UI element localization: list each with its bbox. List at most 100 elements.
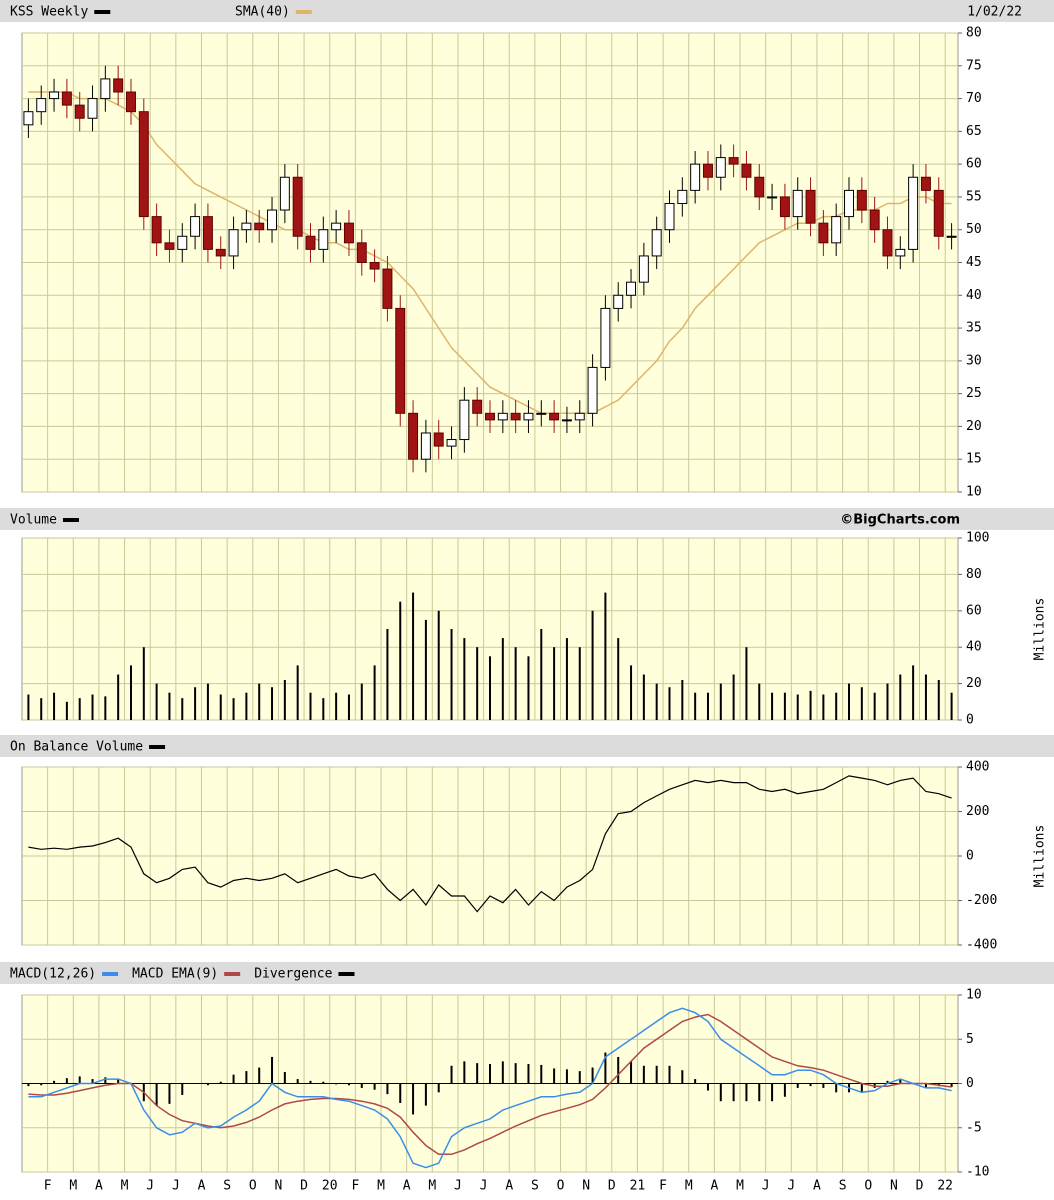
divergence-bar (719, 1083, 722, 1102)
candle-body (267, 209, 278, 231)
candle-body (177, 235, 188, 250)
candle-body (279, 176, 290, 211)
volume-bar (386, 629, 389, 720)
volume-bar (309, 692, 312, 720)
legend-swatch (295, 10, 312, 14)
x-tick-label: S (531, 1179, 539, 1194)
y-tick-label: 60 (966, 157, 982, 172)
ema-line (28, 1013, 952, 1156)
volume-bar (771, 692, 774, 720)
divergence-bar (65, 1078, 68, 1084)
divergence-bar (630, 1061, 633, 1084)
candle-body (241, 222, 252, 231)
candle-body (228, 229, 239, 257)
divergence-bar (181, 1083, 184, 1096)
volume-bar (527, 656, 530, 720)
legend-swatch (338, 972, 355, 976)
candle-body (561, 419, 572, 422)
candle-body (74, 104, 85, 119)
divergence-bar (899, 1079, 902, 1084)
candle-body (818, 222, 829, 244)
candle-body (113, 78, 124, 93)
divergence-bar (40, 1083, 43, 1086)
date-label: 1/02/22 (967, 5, 1022, 20)
y-tick-label: 30 (966, 353, 982, 368)
candle-body (702, 163, 713, 178)
candle-body (844, 189, 855, 218)
legend-label: Divergence (254, 967, 332, 982)
volume-bar (899, 674, 902, 720)
volume-bar (53, 692, 56, 720)
divergence-bar (424, 1083, 427, 1106)
volume-bar (565, 638, 568, 720)
candle-body (869, 209, 880, 231)
x-tick-label: N (582, 1179, 590, 1194)
y-tick-label: 0 (966, 1076, 974, 1091)
volume-bar (860, 687, 863, 720)
panel-header (0, 0, 1054, 22)
candle-body (767, 196, 778, 199)
candle-body (792, 189, 803, 218)
x-tick-label: 22 (937, 1179, 953, 1194)
volume-bar (258, 683, 261, 720)
candle-body (638, 255, 649, 283)
divergence-bar (437, 1083, 440, 1093)
legend-swatch (94, 10, 111, 14)
volume-bar (347, 694, 350, 720)
candle-body (485, 412, 495, 421)
candle-body (779, 196, 790, 218)
x-tick-label: M (685, 1179, 693, 1194)
divergence-bar (668, 1065, 671, 1084)
candle-body (690, 163, 701, 191)
volume-bar (78, 698, 81, 720)
candle-body (356, 242, 367, 263)
legend-label: On Balance Volume (10, 740, 143, 755)
x-tick-label: J (787, 1179, 795, 1194)
x-tick-label: F (659, 1179, 667, 1194)
candle-body (61, 91, 72, 106)
volume-bar (194, 687, 197, 720)
volume-bar (501, 638, 504, 720)
y-tick-label: 60 (966, 603, 982, 618)
candle-body (23, 111, 34, 126)
volume-bar (142, 647, 145, 720)
volume-bar (271, 687, 274, 720)
candle-body (343, 222, 354, 244)
x-tick-label: A (505, 1179, 513, 1194)
x-tick-label: J (480, 1179, 488, 1194)
volume-bar (129, 665, 132, 720)
y-tick-label: 75 (966, 58, 982, 73)
volume-bar (937, 679, 940, 720)
divergence-bar (450, 1065, 453, 1084)
x-tick-label: M (69, 1179, 77, 1194)
y-tick-label: 80 (966, 26, 982, 41)
candle-body (36, 98, 47, 113)
candle-body (318, 229, 329, 250)
x-tick-label: M (428, 1179, 436, 1194)
x-tick-label: O (864, 1179, 872, 1194)
volume-bar (463, 638, 466, 720)
x-tick-label: 20 (322, 1179, 338, 1194)
volume-bar (65, 701, 68, 720)
candle-body (677, 189, 688, 204)
divergence-bar (758, 1083, 761, 1102)
divergence-bar (694, 1079, 697, 1084)
volume-bar (437, 610, 440, 720)
divergence-bar (283, 1071, 286, 1084)
volume-bar (591, 610, 594, 720)
candle-body (908, 176, 919, 250)
divergence-bar (155, 1083, 158, 1106)
legend-label: Volume (10, 513, 57, 528)
volume-bar (322, 698, 325, 720)
divergence-bar (271, 1056, 274, 1084)
volume-bar (283, 679, 286, 720)
divergence-bar (796, 1083, 799, 1088)
candle-body (510, 412, 521, 421)
x-tick-label: A (813, 1179, 821, 1194)
volume-bar (489, 656, 491, 720)
candle-body (433, 432, 444, 447)
divergence-bar (860, 1083, 863, 1093)
x-tick-label: O (249, 1179, 257, 1194)
candle-body (549, 412, 560, 421)
